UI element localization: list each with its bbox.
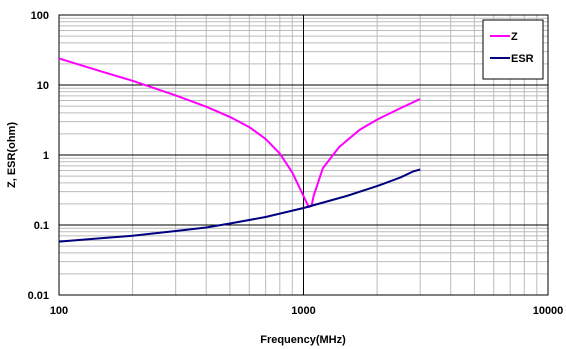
x-tick-label: 1000 — [291, 305, 315, 317]
y-tick-label: 0.1 — [34, 220, 49, 232]
x-tick-label: 10000 — [533, 305, 564, 317]
legend-label-z: Z — [511, 31, 518, 43]
series-line-z — [58, 57, 421, 209]
legend: Z ESR — [482, 19, 544, 80]
y-tick-label: 100 — [31, 10, 49, 22]
y-tick-label: 0.01 — [28, 290, 49, 302]
series-line-esr — [58, 168, 421, 243]
y-axis-title: Z, ESR(ohm) — [6, 122, 18, 188]
series-lines — [58, 57, 421, 243]
legend-box — [482, 19, 544, 80]
legend-label-esr: ESR — [511, 53, 534, 65]
x-axis-title: Frequency(MHz) — [260, 334, 346, 346]
y-tick-label: 1 — [43, 150, 49, 162]
x-tick-label: 100 — [50, 305, 68, 317]
plot-frame — [58, 14, 549, 296]
y-tick-labels: 100 10 1 0.1 0.01 — [28, 10, 49, 302]
y-tick-label: 10 — [37, 80, 49, 92]
x-tick-labels: 100 1000 10000 — [50, 305, 563, 317]
